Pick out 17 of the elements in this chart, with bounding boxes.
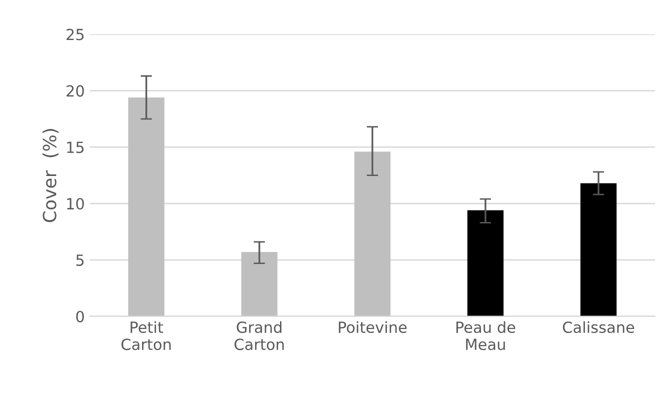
x-tick-label: Peau de Meau	[456, 321, 516, 350]
y-tick-label: 0	[76, 310, 84, 322]
x-tick-label: Petit Carton	[121, 321, 171, 350]
y-tick-label: 15	[67, 142, 84, 154]
bar	[467, 210, 504, 316]
y-tick-label: 10	[67, 198, 84, 210]
x-tick-label: Calissane	[562, 321, 634, 334]
x-tick-label: Poitevine	[338, 321, 407, 334]
y-tick-label: 20	[66, 85, 84, 97]
bar	[354, 152, 390, 316]
y-tick-label: 25	[66, 28, 84, 40]
x-tick-label: Grand Carton	[234, 321, 284, 350]
bar	[241, 252, 278, 316]
bar	[580, 183, 617, 316]
bar	[128, 97, 164, 316]
y-axis-title: Cover (%)	[42, 129, 59, 222]
y-tick-label: 5	[76, 254, 84, 266]
